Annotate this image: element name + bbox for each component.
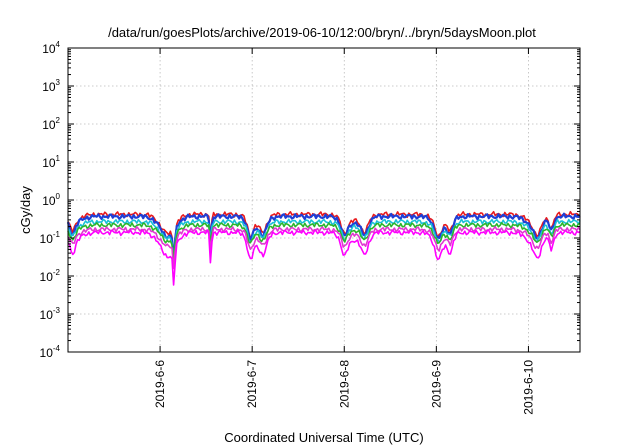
y-tick-label: 10-4 <box>40 344 61 360</box>
grid <box>68 48 580 352</box>
series-line-1 <box>67 210 581 261</box>
series-line-2 <box>66 212 581 264</box>
x-tick-label: 2019-6-7 <box>245 360 259 408</box>
series-line-5 <box>67 226 581 270</box>
y-tick-label: 104 <box>42 40 60 56</box>
y-tick-label: 103 <box>42 78 60 94</box>
series-line-6 <box>67 229 581 286</box>
x-axis-label: Coordinated Universal Time (UTC) <box>224 430 423 445</box>
x-tick-label: 2019-6-8 <box>337 360 351 408</box>
y-tick-label: 100 <box>42 192 60 208</box>
series-line-4 <box>67 222 581 261</box>
y-tick-label: 10-3 <box>40 306 61 322</box>
chart-title: /data/run/goesPlots/archive/2019-06-10/1… <box>108 25 536 40</box>
series-line-3 <box>67 218 581 261</box>
y-tick-label: 10-2 <box>40 268 61 284</box>
series-group <box>66 210 581 286</box>
x-tick-label: 2019-6-10 <box>521 360 535 415</box>
y-tick-label: 10-1 <box>40 230 61 246</box>
x-tick-label: 2019-6-9 <box>429 360 443 408</box>
y-tick-label: 102 <box>42 116 60 132</box>
y-axis-label: cGy/day <box>18 186 33 234</box>
y-tick-label: 101 <box>42 154 60 170</box>
x-axis: 2019-6-6 2019-6-7 2019-6-8 2019-6-9 2019-6-1… <box>153 48 535 415</box>
y-axis: 10-4 10-3 10-2 10-1 100 101 102 103 104 <box>40 40 580 360</box>
x-tick-label: 2019-6-6 <box>153 360 167 408</box>
